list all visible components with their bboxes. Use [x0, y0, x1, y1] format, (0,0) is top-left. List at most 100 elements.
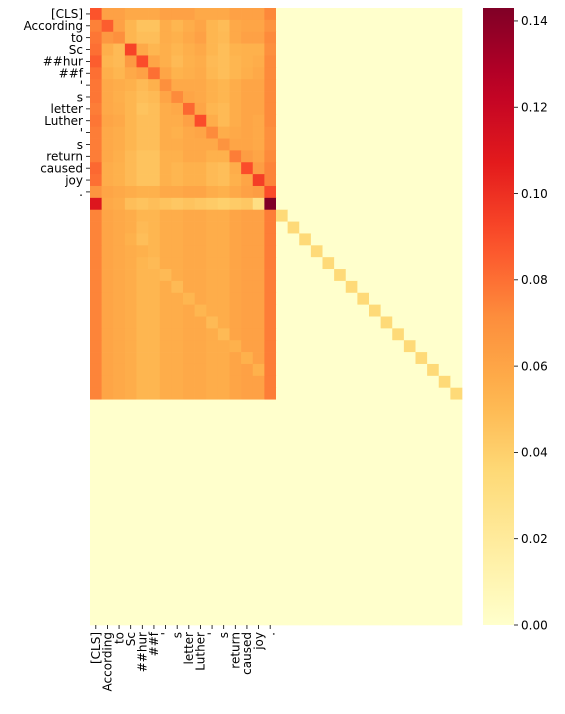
heatmap-cell: [101, 577, 114, 590]
heatmap-cell: [229, 138, 242, 151]
heatmap-cell: [252, 185, 265, 199]
heatmap-cell: [403, 375, 416, 389]
heatmap-cell: [276, 387, 288, 400]
y-tick-label: According: [24, 19, 83, 33]
heatmap-cell: [113, 482, 126, 495]
heatmap-cell: [113, 79, 126, 92]
heatmap-cell: [299, 494, 312, 507]
heatmap-cell: [159, 470, 172, 483]
heatmap-cell: [310, 352, 323, 365]
heatmap-cell: [380, 589, 393, 602]
heatmap-cell: [380, 197, 393, 211]
heatmap-cell: [310, 19, 323, 33]
heatmap-cell: [136, 375, 149, 389]
heatmap-cell: [194, 269, 207, 282]
heatmap-cell: [369, 435, 381, 448]
heatmap-cell: [206, 506, 219, 519]
heatmap-cell: [148, 506, 161, 519]
heatmap-cell: [369, 8, 381, 21]
heatmap-cell: [148, 352, 161, 365]
heatmap-cell: [357, 257, 370, 270]
heatmap-cell: [183, 411, 195, 424]
heatmap-cell: [380, 55, 393, 68]
heatmap-cell: [357, 352, 370, 365]
heatmap-cell: [136, 67, 149, 80]
heatmap-cell: [229, 209, 242, 222]
heatmap-cell: [438, 565, 451, 578]
heatmap-cell: [450, 506, 463, 519]
heatmap-cell: [438, 387, 451, 400]
heatmap-cell: [264, 494, 277, 507]
heatmap-cell: [334, 55, 347, 68]
heatmap-cell: [252, 79, 265, 92]
heatmap-cell: [403, 411, 416, 424]
heatmap-cell: [450, 67, 463, 80]
heatmap-cell: [322, 67, 335, 80]
heatmap-cell: [357, 613, 370, 626]
heatmap-cell: [427, 233, 440, 246]
heatmap-cell: [171, 67, 184, 80]
heatmap-cell: [392, 185, 405, 199]
heatmap-cell: [90, 363, 102, 377]
heatmap-cell: [276, 589, 288, 602]
heatmap-cell: [206, 375, 219, 389]
heatmap-cell: [252, 162, 265, 175]
heatmap-cell: [357, 553, 370, 567]
heatmap-cell: [450, 352, 463, 365]
heatmap-cell: [287, 328, 300, 341]
heatmap-cell: [229, 399, 242, 412]
heatmap-cell: [438, 150, 451, 163]
heatmap-cell: [403, 553, 416, 567]
heatmap-cell: [159, 518, 172, 531]
heatmap-cell: [403, 138, 416, 151]
heatmap-cell: [159, 411, 172, 424]
heatmap-cell: [369, 494, 381, 507]
heatmap-cell: [299, 316, 312, 329]
heatmap-cell: [276, 280, 288, 294]
heatmap-cell: [403, 31, 416, 44]
heatmap-cell: [136, 541, 149, 555]
heatmap-cell: [241, 43, 254, 56]
heatmap-cell: [171, 233, 184, 246]
heatmap-cell: [183, 435, 195, 448]
heatmap-cell: [194, 494, 207, 507]
heatmap-cell: [194, 352, 207, 365]
heatmap-cell: [287, 138, 300, 151]
heatmap-cell: [206, 494, 219, 507]
heatmap-cell: [148, 257, 161, 270]
heatmap-cell: [90, 316, 102, 329]
heatmap-cell: [310, 399, 323, 412]
heatmap-cell: [252, 257, 265, 270]
heatmap-cell: [101, 197, 114, 211]
heatmap-cell: [217, 423, 230, 436]
heatmap-cell: [148, 43, 161, 56]
heatmap-cell: [334, 102, 347, 116]
heatmap-cell: [148, 565, 161, 578]
heatmap-cell: [101, 150, 114, 163]
heatmap-cell: [450, 601, 463, 614]
heatmap-cell: [438, 363, 451, 377]
heatmap-cell: [450, 435, 463, 448]
heatmap-cell: [299, 553, 312, 567]
heatmap-cell: [287, 280, 300, 294]
heatmap-cell: [159, 399, 172, 412]
heatmap-cell: [392, 79, 405, 92]
heatmap-cell: [113, 280, 126, 294]
x-tick-label: ': [159, 632, 173, 635]
heatmap-cell: [124, 174, 137, 187]
heatmap-cell: [450, 55, 463, 68]
heatmap-cell: [136, 494, 149, 507]
heatmap-cell: [345, 257, 358, 270]
heatmap-cell: [136, 55, 149, 68]
heatmap-cell: [450, 8, 463, 21]
heatmap-cell: [136, 79, 149, 92]
heatmap-cell: [264, 411, 277, 424]
heatmap-cell: [113, 102, 126, 116]
heatmap-cell: [194, 435, 207, 448]
heatmap-cell: [427, 8, 440, 21]
heatmap-cell: [380, 8, 393, 21]
heatmap-cell: [241, 613, 254, 626]
heatmap-cell: [450, 328, 463, 341]
heatmap-cell: [345, 613, 358, 626]
heatmap-cell: [113, 67, 126, 80]
